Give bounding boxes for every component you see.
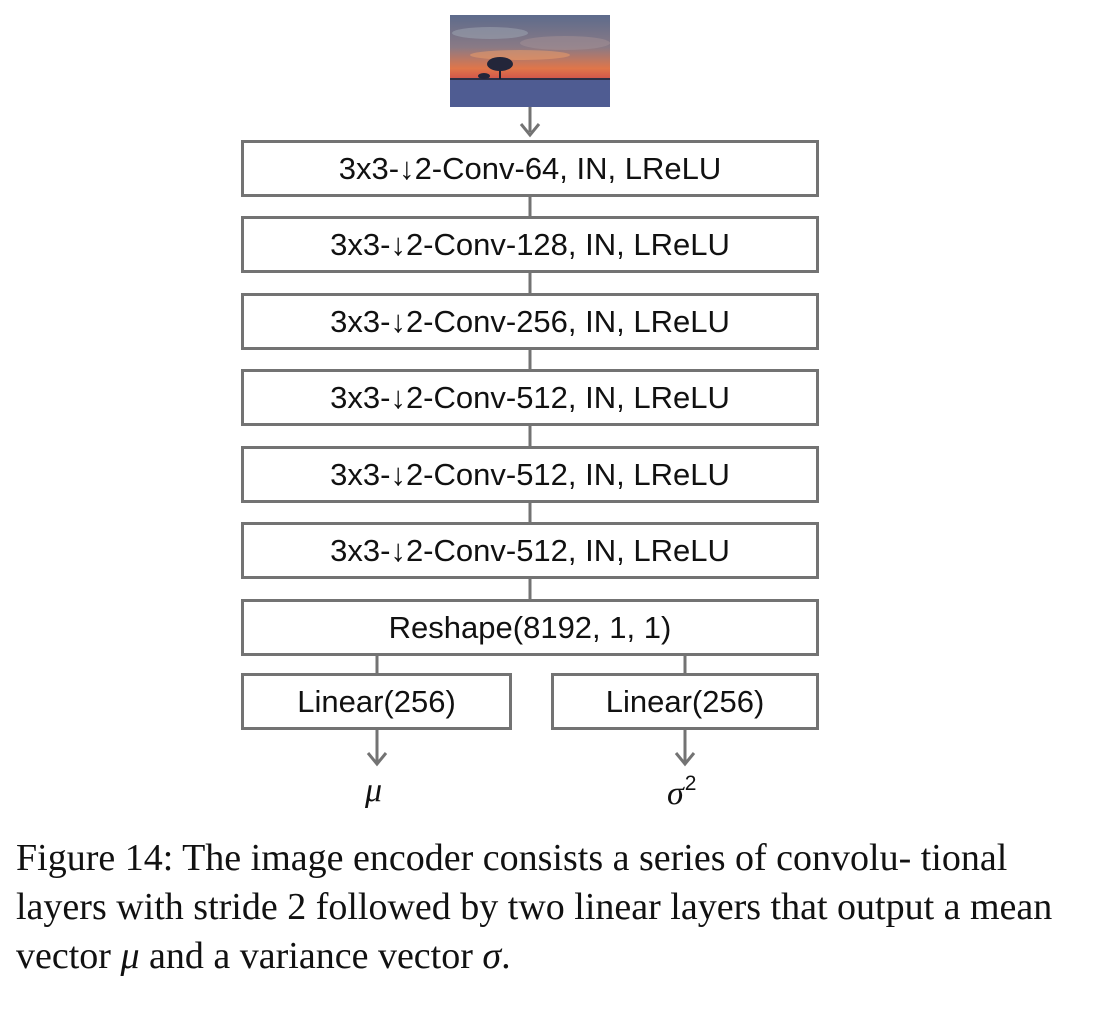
conv-layer-1-prefix: 3x3- xyxy=(338,150,400,186)
caption-text-1: The image encoder consists a series of c… xyxy=(16,837,1053,977)
downsample-arrow-icon: ↓ xyxy=(390,456,406,492)
downsample-arrow-icon: ↓ xyxy=(390,226,406,262)
conv-layer-5-prefix: 3x3- xyxy=(330,456,391,492)
conv-layer-5: 3x3- ↓ 2-Conv-512, IN, LReLU xyxy=(241,446,819,503)
conv-layer-3-suffix: 2-Conv-256, IN, LReLU xyxy=(405,303,730,339)
downsample-arrow-icon: ↓ xyxy=(390,379,406,415)
conv-layer-4-suffix: 2-Conv-512, IN, LReLU xyxy=(405,379,730,415)
caption-text-3: . xyxy=(501,935,511,977)
arrowhead-to-sigma xyxy=(674,752,696,767)
output-sigma-squared: σ2 xyxy=(667,772,696,813)
conv-layer-1-suffix: 2-Conv-64, IN, LReLU xyxy=(414,150,722,186)
conv-layer-3-prefix: 3x3- xyxy=(330,303,391,339)
downsample-arrow-icon: ↓ xyxy=(390,303,406,339)
cloud-2 xyxy=(520,36,610,50)
conv-layer-6-prefix: 3x3- xyxy=(330,532,391,568)
conv-layer-3: 3x3- ↓ 2-Conv-256, IN, LReLU xyxy=(241,293,819,350)
linear-layer-variance: Linear(256) xyxy=(551,673,819,730)
linear-layer-variance-label: Linear(256) xyxy=(605,683,765,719)
reshape-layer: Reshape(8192, 1, 1) xyxy=(241,599,819,656)
caption-text-2: and a variance vector xyxy=(139,935,483,977)
figure-caption: Figure 14: The image encoder consists a … xyxy=(16,834,1082,981)
cloud-1 xyxy=(452,27,528,39)
downsample-arrow-icon: ↓ xyxy=(399,150,415,186)
downsample-arrow-icon: ↓ xyxy=(390,532,406,568)
input-image xyxy=(450,15,610,107)
conv-layer-6-suffix: 2-Conv-512, IN, LReLU xyxy=(405,532,730,568)
caption-mu: μ xyxy=(120,935,140,977)
ground xyxy=(450,79,610,107)
arrowhead-image-to-conv1 xyxy=(519,123,541,138)
reshape-layer-label: Reshape(8192, 1, 1) xyxy=(388,609,672,645)
tree-crown xyxy=(487,57,513,71)
linear-layer-mean: Linear(256) xyxy=(241,673,512,730)
caption-label: Figure 14: xyxy=(16,837,174,879)
output-mu: μ xyxy=(365,772,382,810)
caption-sigma: σ xyxy=(482,935,502,977)
conv-layer-4: 3x3- ↓ 2-Conv-512, IN, LReLU xyxy=(241,369,819,426)
output-sigma-power: 2 xyxy=(684,772,697,795)
linear-layer-mean-label: Linear(256) xyxy=(297,683,456,719)
conv-layer-1: 3x3- ↓ 2-Conv-64, IN, LReLU xyxy=(241,140,819,197)
conv-layer-2: 3x3- ↓ 2-Conv-128, IN, LReLU xyxy=(241,216,819,273)
conv-layer-6: 3x3- ↓ 2-Conv-512, IN, LReLU xyxy=(241,522,819,579)
bush xyxy=(478,73,490,79)
arrowhead-to-mu xyxy=(366,752,388,767)
cloud-3 xyxy=(470,50,570,60)
output-mu-symbol: μ xyxy=(365,772,383,809)
conv-layer-2-suffix: 2-Conv-128, IN, LReLU xyxy=(405,226,730,262)
conv-layer-4-prefix: 3x3- xyxy=(330,379,391,415)
output-sigma-symbol: σ xyxy=(667,775,684,812)
conv-layer-5-suffix: 2-Conv-512, IN, LReLU xyxy=(405,456,730,492)
conv-layer-2-prefix: 3x3- xyxy=(330,226,391,262)
